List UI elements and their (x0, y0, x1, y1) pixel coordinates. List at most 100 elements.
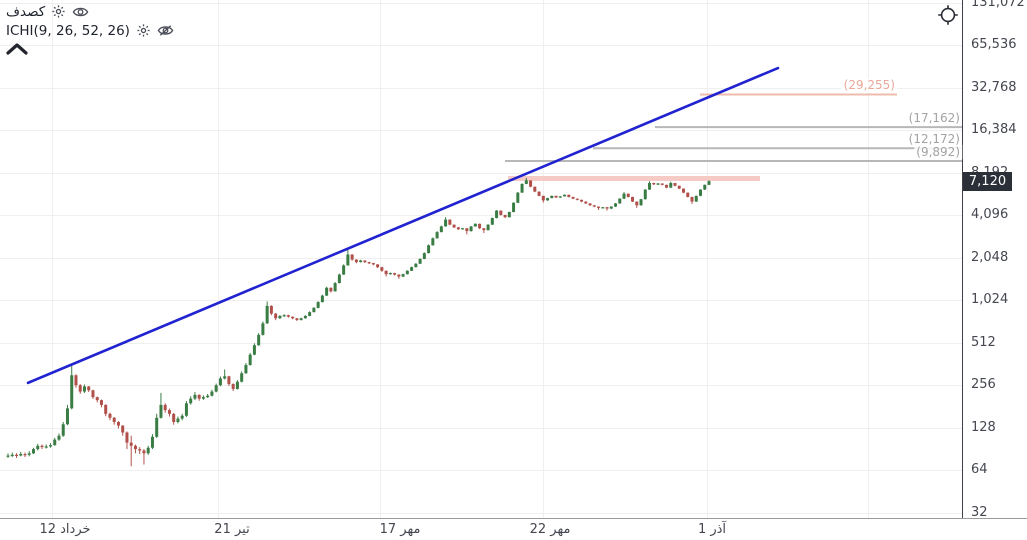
candle-body (656, 183, 660, 185)
candle-body (584, 201, 588, 204)
candle-body (622, 193, 626, 199)
candle-body (427, 245, 431, 254)
candle-body (312, 307, 316, 313)
time-axis[interactable]: 12 خرداد 21 تیر 17 مهر 22 مهر 1 آذر (0, 519, 1027, 540)
candle-body (537, 191, 541, 196)
candle-body (193, 394, 197, 399)
time-axis-tick: 22 مهر (529, 522, 571, 537)
candle-body (244, 364, 248, 374)
price-level-label[interactable]: (9,892) (914, 144, 962, 159)
candle-body (40, 445, 44, 448)
candle-body (248, 354, 252, 365)
candle-body (44, 446, 48, 448)
candle-body (163, 404, 167, 411)
candle-body (495, 210, 499, 219)
candle-body (350, 254, 354, 260)
candle-body (618, 198, 622, 204)
candle-body (682, 188, 686, 193)
candle-body (265, 305, 269, 324)
candle-body (414, 263, 418, 268)
candle-body (605, 207, 609, 209)
time-axis-border (0, 518, 1027, 519)
candle-body (580, 199, 584, 202)
symbol-title[interactable]: کصدف (6, 3, 46, 20)
candle-body (516, 192, 520, 203)
crosshair-tool-icon[interactable] (936, 3, 960, 27)
time-axis-tick: 1 آذر (697, 522, 727, 537)
candle-body (269, 305, 273, 314)
candle-body (367, 262, 371, 264)
candle-body (78, 385, 82, 392)
candle-body (206, 395, 210, 398)
price-level-label[interactable]: (12,172) (906, 132, 962, 147)
candle-body (452, 224, 456, 228)
price-axis-tick: 131,072 (971, 0, 1025, 10)
legend-collapse-chevron-icon[interactable] (4, 40, 30, 58)
candle-body (401, 274, 405, 277)
candle-body (129, 442, 133, 446)
candle-body (703, 184, 707, 190)
candle-body (231, 384, 235, 389)
candle-body (660, 183, 664, 185)
candle-body (546, 198, 550, 201)
candle-body (592, 205, 596, 207)
current-price-tag: 7,120 (963, 171, 1012, 191)
candle-body (95, 397, 99, 401)
time-axis-tick: 21 تیر (214, 522, 250, 537)
candle-body (652, 183, 656, 185)
candle-body (31, 449, 35, 454)
symbol-settings-gear-icon[interactable] (50, 3, 67, 20)
candle-body (456, 227, 460, 230)
candle-body (167, 410, 171, 414)
price-axis[interactable]: 131,07265,53632,76816,3848,1924,0962,048… (963, 0, 1027, 520)
price-level-label[interactable]: (29,255) (841, 78, 897, 93)
indicator-settings-gear-icon[interactable] (135, 22, 152, 39)
price-axis-tick: 4,096 (971, 207, 1009, 222)
candle-body (201, 397, 205, 399)
candle-body (533, 186, 537, 192)
candle-body (520, 183, 524, 193)
candle-body (575, 198, 579, 200)
indicator-hidden-eye-off-icon[interactable] (157, 22, 174, 39)
candle-body (65, 408, 69, 425)
indicator-label[interactable]: ICHI(9, 26, 52, 26) (6, 22, 130, 39)
candle-body (384, 270, 388, 275)
candle-body (278, 315, 282, 319)
trendline-drawing[interactable] (26, 66, 780, 385)
candle-body (337, 274, 341, 284)
candle-body (380, 267, 384, 271)
candle-body (342, 265, 346, 275)
candle-body (550, 195, 554, 199)
candle-body (405, 270, 409, 275)
candle-body (214, 385, 218, 392)
candle-body (316, 302, 320, 308)
price-level-label[interactable]: (17,162) (906, 111, 962, 126)
price-axis-tick: 256 (971, 377, 996, 392)
candle-body (707, 181, 711, 185)
candle-body (180, 415, 184, 419)
candle-body (507, 212, 511, 218)
candle-body (461, 228, 465, 230)
candle-body (422, 253, 426, 259)
symbol-visibility-eye-icon[interactable] (72, 3, 89, 20)
candle-body (635, 201, 639, 206)
candle-body (499, 210, 503, 215)
price-zone-band[interactable] (508, 175, 760, 182)
candle-body (388, 273, 392, 275)
candle-body (48, 445, 52, 447)
candle-body (486, 224, 490, 231)
candle-body (393, 273, 397, 275)
candle-body (554, 195, 558, 198)
indicator-row: ICHI(9, 26, 52, 26) (6, 21, 174, 40)
candle-body (240, 373, 244, 382)
candle-body (435, 232, 439, 239)
candle-body (14, 454, 18, 457)
candle-body (295, 318, 299, 320)
candle-body (274, 313, 278, 319)
price-axis-tick: 128 (971, 419, 996, 435)
candle-body (397, 274, 401, 277)
price-axis-tick: 65,536 (971, 37, 1017, 52)
time-axis-tick: 12 خرداد (39, 522, 91, 537)
candle-body (359, 260, 363, 263)
